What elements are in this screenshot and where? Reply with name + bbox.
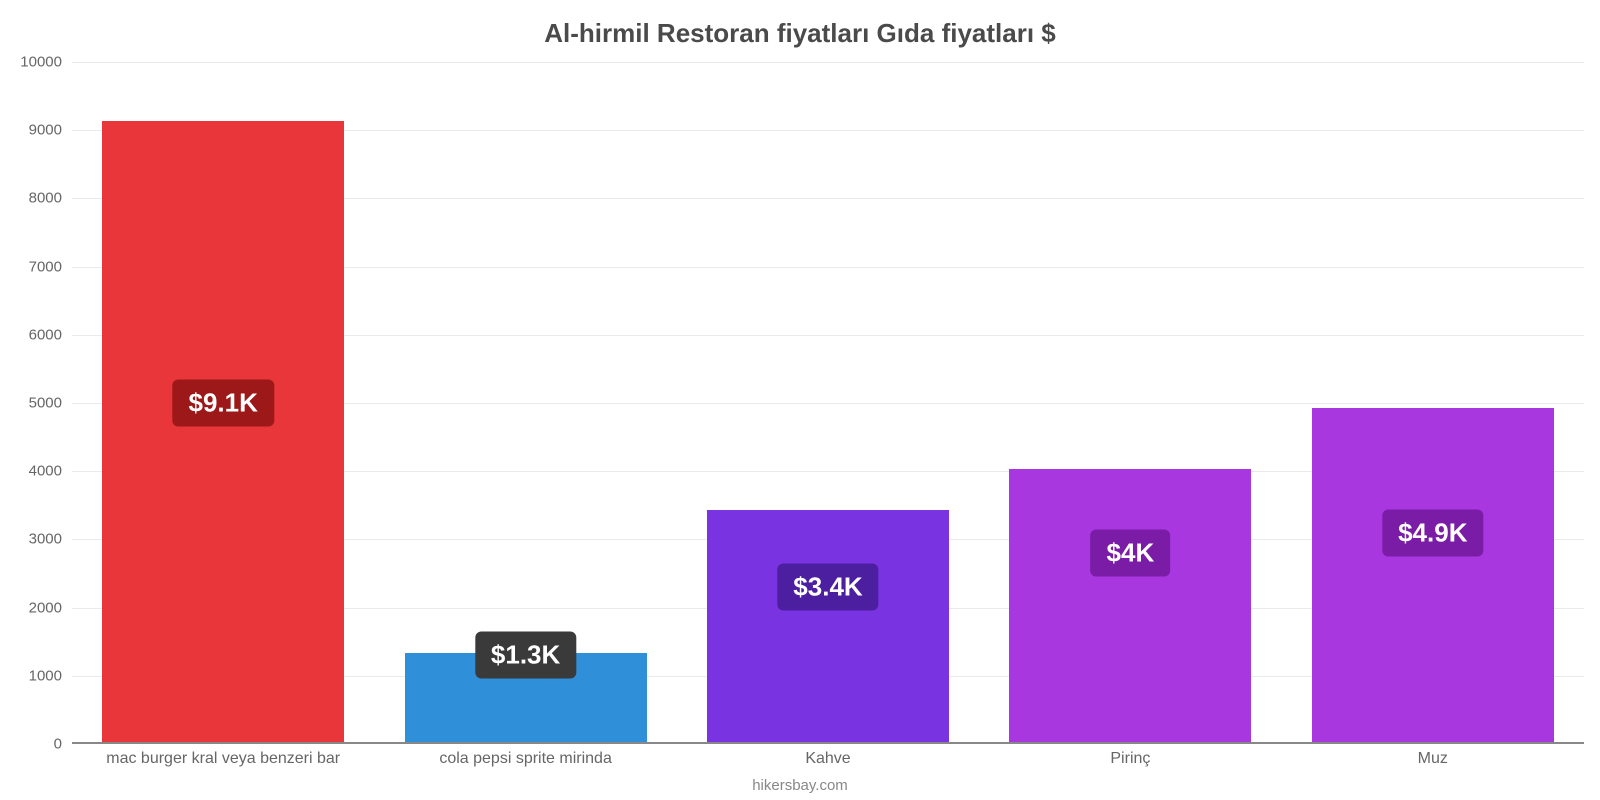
y-tick-label: 1000 — [29, 667, 72, 684]
y-tick-label: 3000 — [29, 531, 72, 548]
bar-chart: Al-hirmil Restoran fiyatları Gıda fiyatl… — [0, 0, 1600, 800]
y-tick-label: 0 — [54, 736, 72, 753]
chart-title: Al-hirmil Restoran fiyatları Gıda fiyatl… — [0, 18, 1600, 49]
y-tick-label: 9000 — [29, 122, 72, 139]
bar — [102, 121, 344, 742]
y-tick-label: 4000 — [29, 463, 72, 480]
y-tick-label: 7000 — [29, 258, 72, 275]
value-badge: $1.3K — [475, 632, 576, 679]
value-badge: $4.9K — [1382, 509, 1483, 556]
y-tick-label: 8000 — [29, 190, 72, 207]
value-badge: $4K — [1091, 530, 1171, 577]
x-tick-label: cola pepsi sprite mirinda — [439, 750, 612, 768]
y-tick-label: 10000 — [20, 54, 72, 71]
y-tick-label: 5000 — [29, 395, 72, 412]
plot-area: 0100020003000400050006000700080009000100… — [72, 62, 1584, 744]
y-tick-label: 2000 — [29, 599, 72, 616]
grid-line — [72, 62, 1584, 63]
x-tick-label: mac burger kral veya benzeri bar — [106, 750, 340, 768]
x-tick-label: Pirinç — [1110, 750, 1150, 768]
x-tick-label: Muz — [1418, 750, 1448, 768]
x-tick-label: Kahve — [805, 750, 850, 768]
attribution-text: hikersbay.com — [0, 777, 1600, 794]
bar — [1312, 408, 1554, 742]
y-tick-label: 6000 — [29, 326, 72, 343]
bar — [707, 510, 949, 742]
bar — [1009, 469, 1251, 742]
value-badge: $9.1K — [172, 380, 273, 427]
value-badge: $3.4K — [777, 564, 878, 611]
